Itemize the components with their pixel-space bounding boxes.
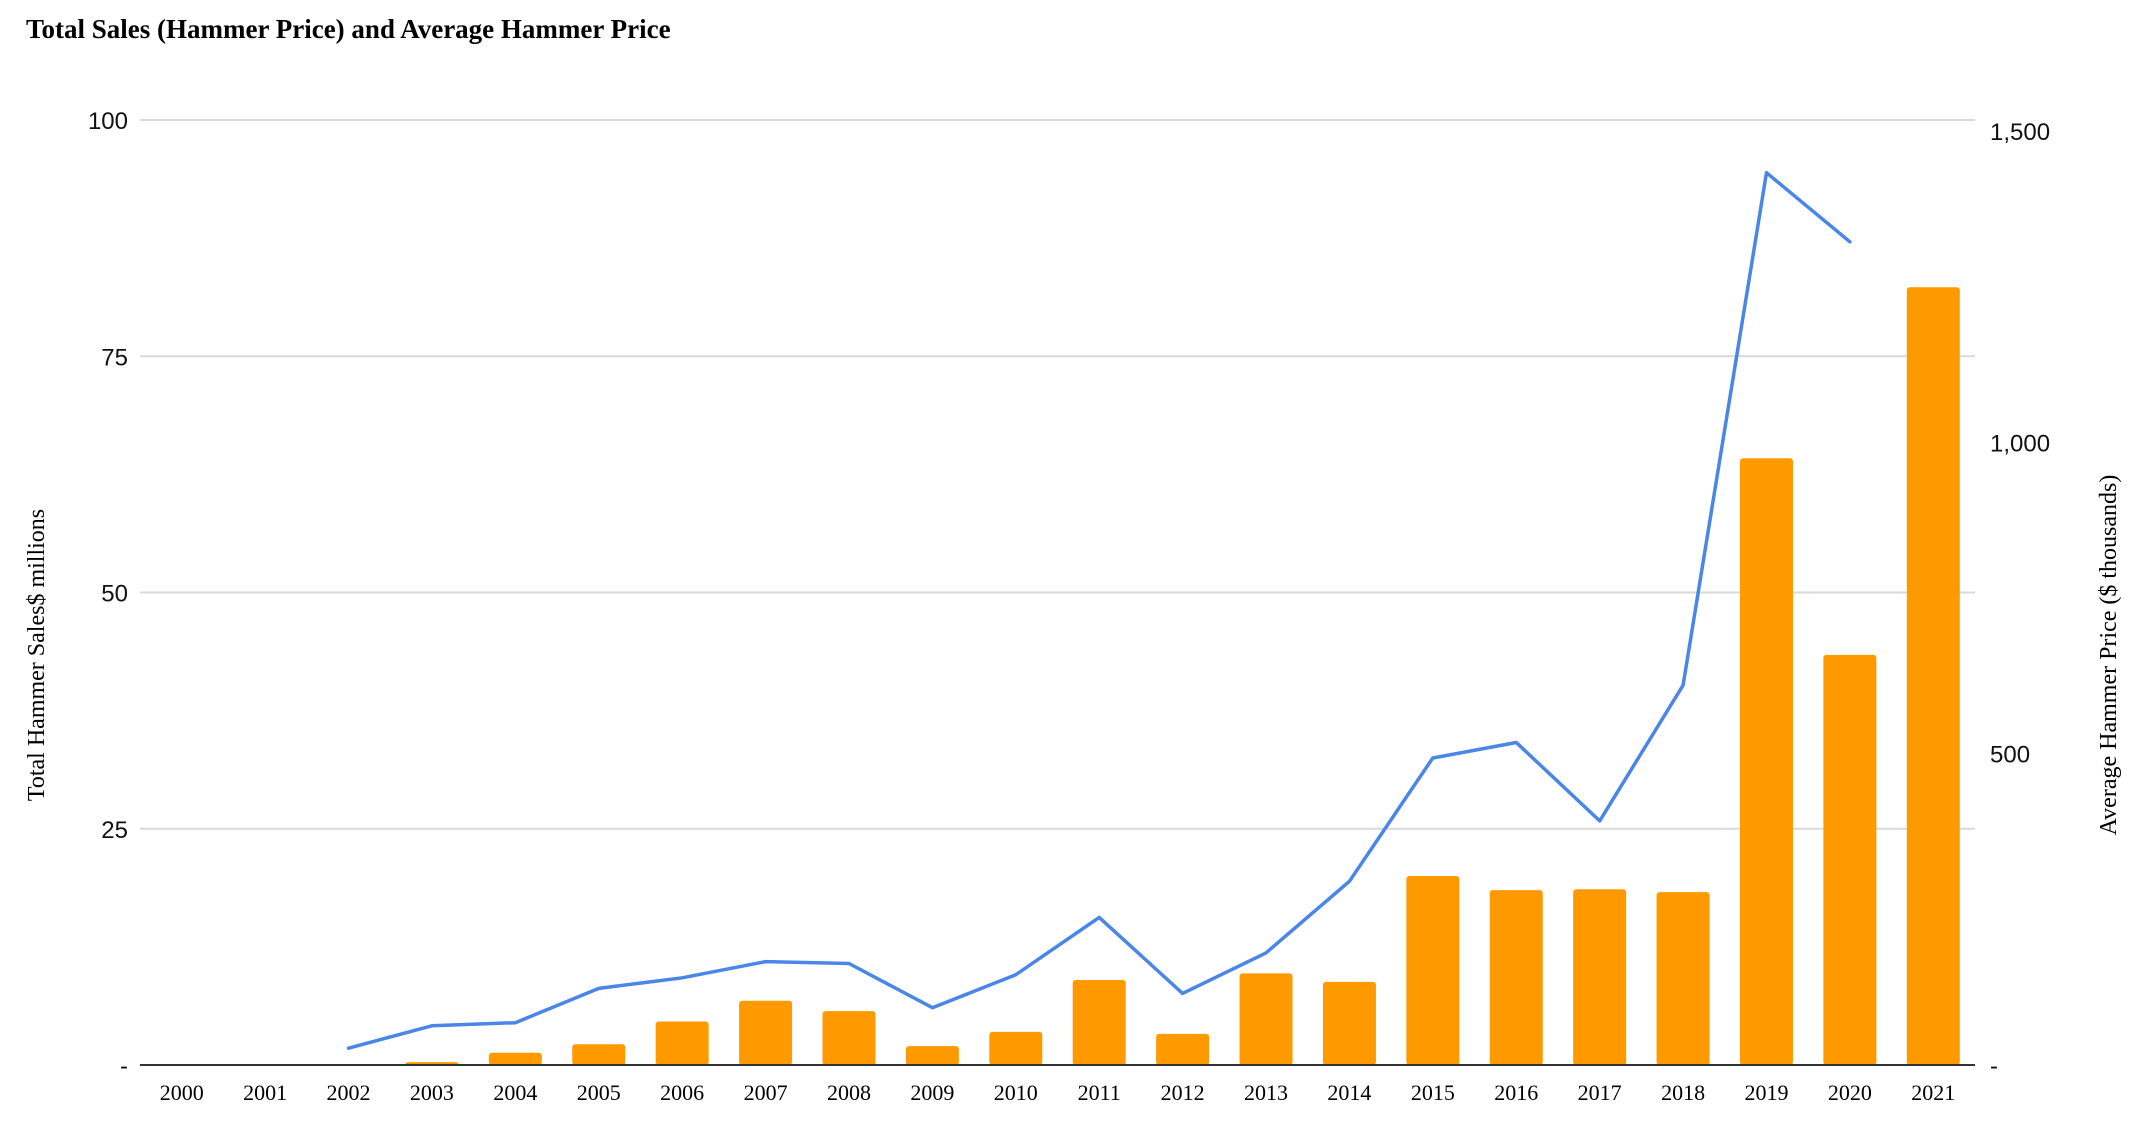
bar-series: [405, 287, 1960, 1065]
bar: [822, 1011, 876, 1065]
x-tick-label: 2012: [1161, 1080, 1205, 1105]
x-tick-label: 2003: [410, 1080, 454, 1105]
bar: [1406, 876, 1460, 1065]
x-tick-label: 2021: [1911, 1080, 1955, 1105]
gridlines: [140, 119, 1975, 830]
bar: [1573, 889, 1627, 1065]
avg-price-line: [346, 170, 1852, 1050]
x-tick-label: 2018: [1661, 1080, 1705, 1105]
x-tick-label: 2002: [327, 1080, 371, 1105]
y2-tick-label: 1,500: [1990, 119, 2050, 146]
chart-title: Total Sales (Hammer Price) and Average H…: [26, 14, 671, 44]
x-tick-label: 2010: [994, 1080, 1038, 1105]
x-tick-label: 2016: [1494, 1080, 1538, 1105]
bar: [572, 1044, 626, 1065]
x-tick-label: 2014: [1327, 1080, 1371, 1105]
bar: [989, 1031, 1043, 1065]
bar: [1239, 973, 1293, 1065]
x-tick-label: 2000: [160, 1080, 204, 1105]
x-tick-label: 2017: [1578, 1080, 1622, 1105]
x-tick-label: 2007: [744, 1080, 788, 1105]
y-axis-title: Total Hammer Sales$ millions: [24, 509, 50, 801]
y2-tick-label: -: [1990, 1053, 1998, 1080]
x-tick-label: 2004: [493, 1080, 537, 1105]
y-tick-label: 100: [88, 108, 128, 135]
x-tick-label: 2008: [827, 1080, 871, 1105]
y2-tick-label: 500: [1990, 742, 2030, 769]
bar: [1156, 1033, 1210, 1065]
bar: [655, 1021, 709, 1065]
x-tick-label: 2006: [660, 1080, 704, 1105]
y-tick-label: 75: [101, 344, 128, 371]
bar: [739, 1000, 793, 1065]
bar: [905, 1046, 959, 1065]
y-tick-label: 50: [101, 581, 128, 608]
bar: [1739, 458, 1793, 1065]
y2-tick-label: 1,000: [1990, 430, 2050, 457]
bar: [1322, 981, 1376, 1065]
bar: [1823, 654, 1877, 1065]
line-series: [346, 170, 1852, 1050]
bar: [1489, 890, 1543, 1065]
bar: [1072, 979, 1126, 1065]
x-tick-label: 2005: [577, 1080, 621, 1105]
y2-axis-title: Average Hammer Price ($ thousands): [2096, 475, 2122, 836]
bar: [1906, 287, 1960, 1065]
y-tick-label: -: [120, 1053, 128, 1080]
x-tick-label: 2013: [1244, 1080, 1288, 1105]
bar: [1656, 892, 1710, 1065]
x-tick-label: 2020: [1828, 1080, 1872, 1105]
x-tick-label: 2009: [910, 1080, 954, 1105]
bar: [488, 1052, 542, 1065]
x-tick-label: 2015: [1411, 1080, 1455, 1105]
x-tick-label: 2001: [243, 1080, 287, 1105]
y-tick-label: 25: [101, 817, 128, 844]
axes: - 25 50 75 100 - 500 1,000 1,500 2000 2001 2002 2003…: [88, 108, 2050, 1105]
x-tick-label: 2011: [1078, 1080, 1121, 1105]
x-tick-label: 2019: [1744, 1080, 1788, 1105]
